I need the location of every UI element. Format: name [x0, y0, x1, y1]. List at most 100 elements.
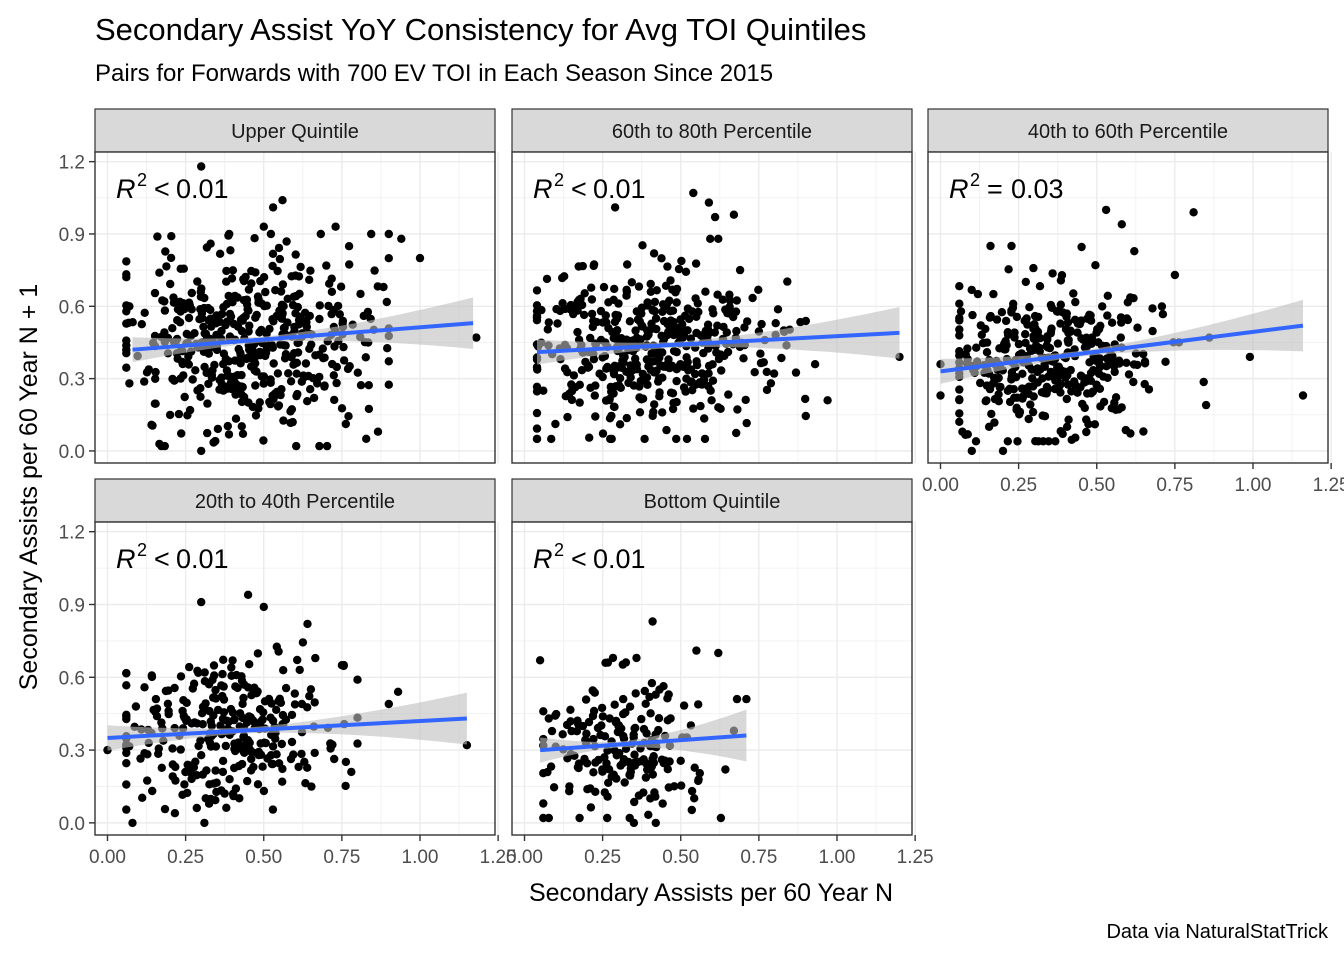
- data-point: [337, 404, 347, 413]
- data-point: [714, 648, 723, 658]
- data-point: [595, 369, 604, 378]
- data-point: [635, 408, 645, 417]
- data-point: [367, 229, 376, 239]
- y-tick-label: 0.6: [59, 668, 85, 689]
- data-point: [335, 310, 344, 319]
- data-point: [182, 698, 191, 707]
- data-point: [598, 712, 608, 721]
- y-tick-label: 0.9: [59, 595, 85, 616]
- data-point: [577, 366, 587, 375]
- data-point: [122, 345, 131, 355]
- data-point: [679, 701, 689, 710]
- data-point: [1040, 362, 1050, 371]
- data-point: [160, 804, 170, 814]
- data-point: [180, 392, 189, 402]
- r-squared-exponent: 2: [137, 540, 147, 560]
- data-point: [532, 286, 542, 295]
- data-point: [598, 318, 607, 327]
- data-point: [243, 736, 253, 745]
- data-point: [1082, 427, 1091, 437]
- r-squared-relation: <: [154, 544, 170, 574]
- scatter-points: [122, 162, 481, 456]
- data-point: [193, 277, 202, 286]
- data-point: [125, 379, 134, 388]
- data-point: [801, 394, 810, 404]
- regression-line: [132, 321, 474, 352]
- data-point: [239, 392, 249, 402]
- data-point: [729, 312, 738, 322]
- data-point: [1064, 415, 1073, 424]
- y-tick-label: 0.9: [59, 225, 85, 246]
- data-point: [211, 796, 220, 805]
- data-point: [238, 429, 248, 438]
- data-point: [690, 763, 699, 772]
- data-point: [955, 417, 964, 426]
- data-point: [539, 386, 548, 395]
- data-point: [658, 348, 667, 357]
- data-point: [1017, 384, 1027, 393]
- r-squared-label: R: [116, 174, 136, 204]
- data-point: [615, 420, 625, 429]
- data-point: [725, 290, 734, 299]
- data-point: [211, 766, 220, 775]
- data-point: [174, 409, 184, 419]
- data-point: [1071, 297, 1080, 307]
- data-point: [122, 710, 131, 719]
- data-point: [958, 427, 967, 436]
- data-point: [575, 398, 584, 407]
- data-point: [1066, 365, 1075, 375]
- data-point: [226, 246, 235, 255]
- data-point: [1038, 374, 1047, 383]
- facet-bottom-quintile: Bottom Quintile R 2 <0.01 0.00 0.25 0.50 0.75 1.…: [506, 478, 934, 868]
- facet-40th-to-60th-percentile: 40th to 60th Percentile R 2 = 0.03 0.00 0.25 0.…: [922, 108, 1344, 496]
- data-point: [257, 372, 266, 381]
- data-point: [1129, 360, 1139, 369]
- data-point: [122, 681, 131, 690]
- x-tick-label: 0.75: [740, 847, 777, 868]
- data-point: [122, 780, 131, 789]
- data-point: [645, 692, 654, 702]
- data-point: [193, 386, 202, 395]
- data-point: [288, 417, 297, 427]
- data-point: [661, 281, 671, 290]
- data-point: [330, 754, 339, 764]
- data-point: [122, 257, 131, 266]
- data-point: [810, 360, 820, 369]
- data-point: [300, 372, 309, 382]
- data-point: [582, 729, 591, 738]
- data-point: [1099, 397, 1109, 407]
- data-point: [659, 759, 668, 768]
- data-point: [1004, 265, 1013, 274]
- data-point: [732, 326, 741, 336]
- x-tick-label: 0.00: [89, 847, 126, 868]
- data-point: [210, 671, 219, 680]
- data-point: [967, 285, 976, 295]
- data-point: [204, 379, 213, 389]
- data-point: [716, 404, 725, 413]
- data-point: [801, 411, 810, 421]
- data-point: [586, 383, 595, 392]
- data-point: [268, 742, 278, 751]
- data-point: [651, 792, 660, 801]
- data-point: [170, 683, 179, 693]
- data-point: [567, 380, 576, 389]
- data-point: [547, 434, 556, 444]
- data-point: [228, 266, 238, 275]
- data-point: [700, 375, 709, 384]
- x-tick-label: 0.75: [323, 847, 360, 868]
- data-point: [152, 704, 162, 713]
- data-point: [290, 689, 299, 698]
- data-point: [634, 757, 643, 767]
- data-point: [1053, 339, 1063, 348]
- data-point: [151, 367, 160, 377]
- data-point: [573, 306, 582, 315]
- data-point: [1130, 247, 1139, 256]
- data-point: [1092, 380, 1101, 389]
- data-point: [574, 262, 583, 271]
- data-point: [573, 327, 582, 337]
- data-point: [279, 302, 288, 311]
- data-point: [239, 313, 248, 323]
- data-point: [1046, 367, 1056, 377]
- data-point: [640, 686, 649, 696]
- data-point: [1067, 387, 1076, 396]
